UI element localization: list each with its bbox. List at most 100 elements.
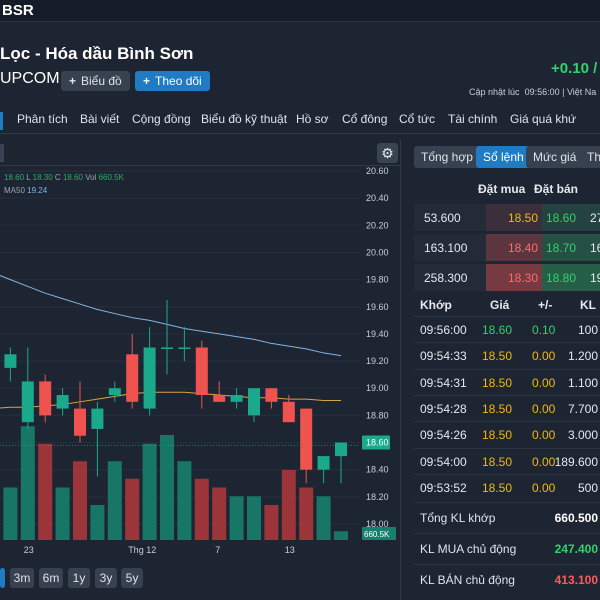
updated-label: Cập nhật lúc <box>469 87 520 97</box>
trade-price: 18.50 <box>482 401 513 416</box>
range-button-3m[interactable]: 3m <box>10 568 34 588</box>
trade-change: 0.00 <box>532 349 556 364</box>
volume-bar <box>247 496 261 540</box>
candle-body <box>143 347 156 409</box>
follow-button[interactable]: + Theo dõi <box>135 71 210 91</box>
candle-body <box>195 347 208 396</box>
y-tick-label: 19.80 <box>366 275 389 285</box>
ask-price[interactable]: 18.80 <box>542 264 600 291</box>
nav-community[interactable]: Cộng đồng <box>132 112 191 126</box>
nav-technical-chart[interactable]: Biểu đồ kỹ thuật <box>201 112 288 126</box>
volume-bar <box>73 461 87 540</box>
candle-body <box>213 395 226 402</box>
range-button-3y[interactable]: 3y <box>95 568 117 588</box>
bid-price[interactable]: 18.50 <box>486 204 542 231</box>
range-button-active[interactable] <box>0 568 5 588</box>
x-tick-label: 23 <box>24 545 34 555</box>
trade-change: 0.00 <box>532 428 556 443</box>
ma50-line <box>0 275 342 357</box>
nav-articles[interactable]: Bài viết <box>80 112 120 126</box>
nav-shareholders[interactable]: Cổ đông <box>342 112 388 126</box>
chart-button[interactable]: + Biểu đồ <box>61 71 130 91</box>
candle-body <box>74 408 86 436</box>
candle-body <box>21 381 34 423</box>
nav-profile[interactable]: Hồ sơ <box>296 112 329 126</box>
bid-volume: 258.300 <box>424 271 468 285</box>
x-tick-label: 7 <box>215 545 220 555</box>
ask-header: Đặt bán <box>534 182 579 196</box>
last-volume-label: 660.5K <box>364 530 390 539</box>
trade-volume: 1.200 <box>567 349 598 364</box>
candle-body <box>265 388 278 402</box>
summary-label: KL BÁN chủ động <box>420 573 515 587</box>
gear-icon[interactable]: ⚙ <box>377 143 398 163</box>
candle-body <box>56 395 69 409</box>
legend-h-value: 18.60 <box>4 173 25 182</box>
tab-order-book[interactable]: Sổ lệnh <box>476 146 531 168</box>
ask-volume: 19 <box>590 271 600 285</box>
candle-body <box>39 381 52 416</box>
updated-time: 09:56:00 <box>524 87 560 97</box>
candle-body <box>178 347 191 349</box>
nav-analysis[interactable]: Phân tích <box>17 112 68 126</box>
summary-label: KL MUA chủ động <box>420 542 517 556</box>
last-price-label: 18.60 <box>366 438 389 448</box>
legend-c-label: C <box>54 173 61 182</box>
trade-volume: 7.700 <box>567 401 598 416</box>
trade-row: 09:56:00 18.60 0.10 100 <box>414 316 600 342</box>
trade-row: 09:54:00 18.50 0.00 189.600 <box>414 447 600 474</box>
ask-price[interactable]: 18.70 <box>542 234 600 261</box>
tab-price-levels[interactable]: Mức giá <box>526 146 584 168</box>
y-tick-label: 18.00 <box>366 519 389 529</box>
volume-bar <box>3 487 18 540</box>
bid-volume: 53.600 <box>424 211 461 225</box>
trade-change: 0.00 <box>532 401 556 416</box>
price-change: +0.10 / <box>551 60 598 77</box>
last-price-tag <box>362 435 390 450</box>
range-button-6m[interactable]: 6m <box>39 568 63 588</box>
last-volume-tag <box>362 527 396 540</box>
bid-volume: 163.100 <box>424 241 468 255</box>
range-button-5y[interactable]: 5y <box>121 568 143 588</box>
volume-bar <box>142 443 157 540</box>
tab-more[interactable]: Th <box>580 146 600 168</box>
legend-l-label: L <box>26 173 31 182</box>
ask-volume: 27 <box>590 211 600 225</box>
range-button-1y[interactable]: 1y <box>68 568 90 588</box>
volume-bar <box>229 496 244 540</box>
chart-tab-edge[interactable] <box>0 144 4 162</box>
bid-price[interactable]: 18.40 <box>486 234 542 261</box>
legend-vol-value: 660.5K <box>98 173 124 182</box>
trade-time: 09:54:33 <box>420 349 467 364</box>
trade-price: 18.50 <box>482 375 513 390</box>
y-tick-label: 19.60 <box>366 302 389 312</box>
volume-bar <box>212 487 227 540</box>
chart-button-label: Biểu đồ <box>81 74 122 88</box>
summary-value: 247.400 <box>554 542 598 556</box>
ask-price[interactable]: 18.60 <box>542 204 600 231</box>
tab-summary[interactable]: Tổng hợp <box>414 146 480 168</box>
trade-row: 09:54:28 18.50 0.00 7.700 <box>414 394 600 421</box>
volume-bar <box>125 478 140 540</box>
candlestick-chart[interactable]: 20.60 20.40 20.20 20.00 19.80 19.60 19.40 19.20… <box>0 166 400 566</box>
y-tick-label: 19.00 <box>366 383 389 393</box>
trade-volume: 189.600 <box>554 454 598 469</box>
stock-nav-bar: Phân tích Bài viết Cộng đồng Biểu đồ kỹ … <box>0 104 600 134</box>
ask-volume: 16 <box>590 241 600 255</box>
legend-vol-label: Vol <box>85 173 97 182</box>
nav-financials[interactable]: Tài chính <box>448 112 498 126</box>
candle-body <box>300 408 313 470</box>
trade-price: 18.60 <box>482 323 513 337</box>
brand-logo[interactable]: BSR <box>2 2 34 19</box>
price-chart-panel: ⚙ 18.60 L 18.30 C 18.60 Vol 660.5K MA50 … <box>0 140 401 600</box>
trade-change: 0.00 <box>532 480 556 495</box>
trade-row: 09:53:52 18.50 0.00 500 <box>414 473 600 500</box>
bid-price[interactable]: 18.30 <box>486 264 542 291</box>
y-tick-label: 20.60 <box>366 166 389 176</box>
nav-price-history[interactable]: Giá quá khứ <box>510 112 577 126</box>
plus-icon: + <box>69 74 77 88</box>
nav-dividends[interactable]: Cổ tức <box>399 112 436 126</box>
